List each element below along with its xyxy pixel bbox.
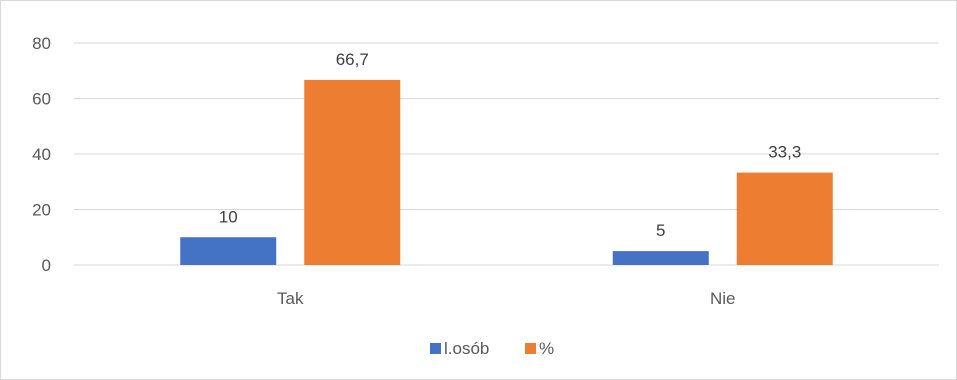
data-label: 66,7 xyxy=(336,50,369,69)
bar-nie-percent xyxy=(736,172,833,265)
data-label: 5 xyxy=(656,221,665,240)
legend-label: l.osób xyxy=(444,339,489,358)
bar-tak-count xyxy=(180,237,277,265)
data-label: 33,3 xyxy=(768,143,801,162)
y-tick-label: 20 xyxy=(32,201,51,220)
legend-swatch xyxy=(430,343,441,354)
bar-tak-percent xyxy=(304,79,401,265)
x-category-label: Tak xyxy=(277,289,304,308)
y-tick-label: 80 xyxy=(32,34,51,53)
x-category-label: Nie xyxy=(710,289,736,308)
legend-swatch xyxy=(525,343,536,354)
bar-nie-count xyxy=(612,251,709,265)
y-tick-label: 0 xyxy=(42,256,51,275)
y-tick-label: 60 xyxy=(32,90,51,109)
legend-label: % xyxy=(539,339,554,358)
y-tick-label: 40 xyxy=(32,145,51,164)
data-label: 10 xyxy=(219,207,238,226)
